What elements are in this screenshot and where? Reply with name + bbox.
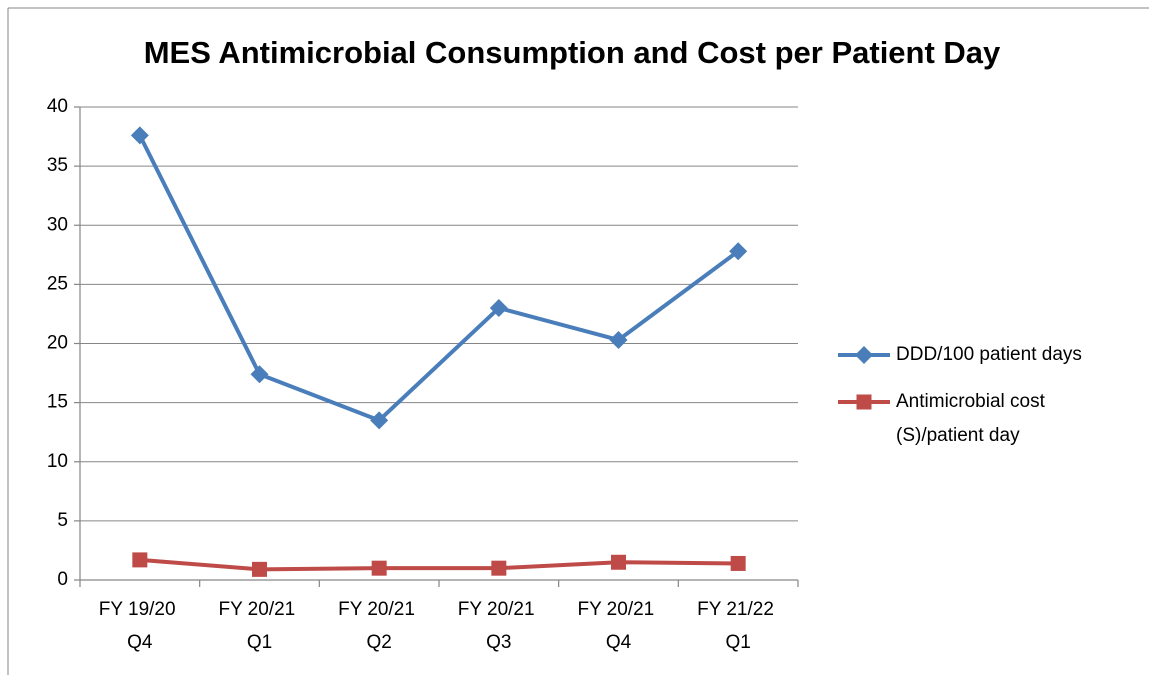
data-point [609,330,628,349]
data-point [729,242,748,261]
x-tick-label: FY 19/20 Q4 [99,599,181,653]
data-point [370,411,389,430]
y-tick-label: 0 [57,569,68,590]
y-tick-label: 10 [47,451,68,472]
x-tick-label: FY 20/21 Q1 [218,599,300,653]
y-tick-label: 30 [47,214,68,235]
data-point [132,552,148,568]
x-tick-label: FY 20/21 Q3 [458,599,540,653]
data-point [730,555,746,571]
data-point [252,561,267,577]
series-line [138,134,740,423]
x-tick-label: FY 20/21 Q4 [577,599,659,653]
legend-marker [855,346,873,364]
data-point [489,299,508,318]
legend-label: DDD/100 patient days [896,344,1082,365]
data-point [491,560,507,576]
y-tick-label: 15 [47,392,68,413]
y-tick-label: 35 [47,155,68,176]
x-tick-label: FY 20/21 Q2 [338,599,420,653]
y-tick-label: 25 [47,273,68,294]
legend-label: Antimicrobial cost (S)/patient day [896,391,1050,446]
y-tick-label: 5 [57,510,68,531]
y-tick-label: 20 [47,333,68,354]
chart-title: MES Antimicrobial Consumption and Cost p… [144,35,1001,70]
data-point [611,554,626,570]
data-point [371,560,387,576]
legend-marker [856,394,872,410]
data-point [250,365,269,384]
x-tick-label: FY 21/22 Q1 [697,599,779,653]
data-point [130,126,149,145]
y-tick-label: 40 [47,96,68,117]
series-line [139,557,739,572]
